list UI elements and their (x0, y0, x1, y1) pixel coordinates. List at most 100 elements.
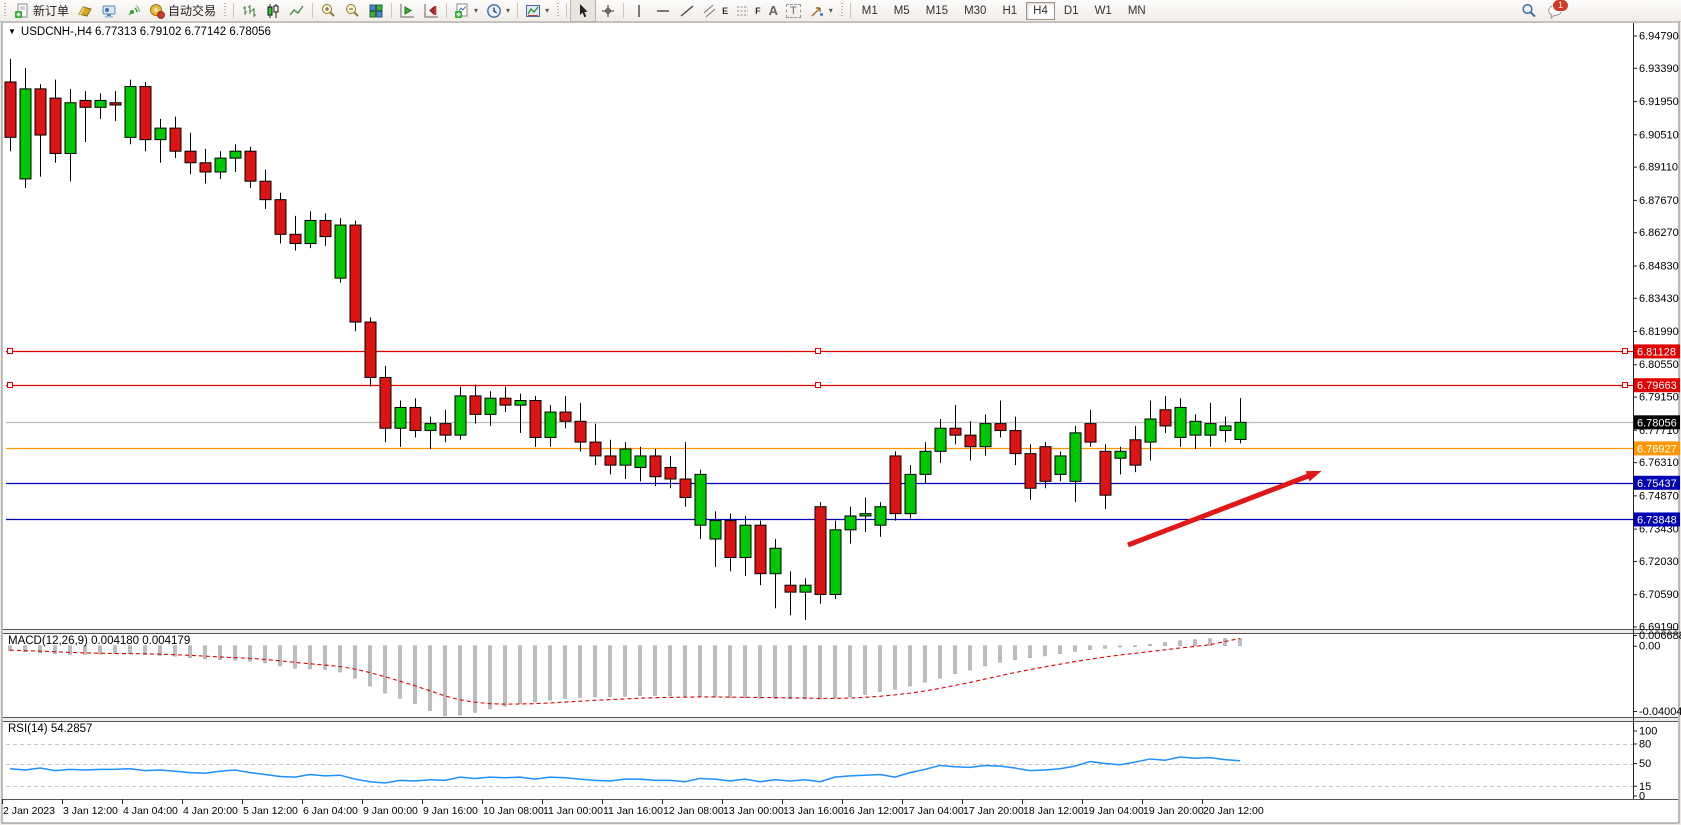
timeframe-M5[interactable]: M5 (893, 4, 910, 17)
tile-windows-button[interactable] (364, 0, 388, 21)
timeframe-M1[interactable]: M1 (861, 4, 878, 17)
rsi-axis-label: 15 (1639, 781, 1651, 793)
toolbar-grip[interactable] (555, 3, 562, 18)
macd-bar (8, 645, 12, 652)
chart-window[interactable]: 6.94790 6.93390 6.91950 6.90510 6.89110 6.876… (0, 21, 1681, 825)
trend-arrow-line[interactable] (1127, 470, 1317, 548)
autotrading-button[interactable]: 自动交易 (145, 0, 220, 21)
bar-chart-mode-button[interactable] (237, 0, 261, 21)
candle (709, 511, 722, 567)
tile-windows-icon (369, 4, 383, 17)
line-handle[interactable] (1622, 382, 1628, 388)
auto-scroll-button[interactable] (395, 0, 419, 21)
macd-bar (968, 645, 972, 671)
macd-panel-splitter[interactable] (3, 629, 1678, 633)
rsi-panel-splitter[interactable] (3, 717, 1678, 721)
macd-bar (338, 645, 342, 673)
timeframe-M15[interactable]: M15 (925, 4, 949, 17)
price-tag-resistance[interactable]: 6.81128 (1634, 344, 1680, 359)
crosshair-tool-button[interactable] (596, 0, 620, 21)
line-handle[interactable] (7, 382, 13, 388)
macd-bar (1238, 638, 1242, 646)
macd-bar (653, 645, 657, 696)
trend-arrow-head[interactable] (1305, 470, 1322, 482)
timeframe-H4[interactable]: H4 (1026, 1, 1055, 20)
macd-bar (218, 645, 222, 661)
signals-button[interactable] (121, 0, 145, 21)
price-axis-label: 6.79150 (1639, 392, 1679, 404)
macd-bar (323, 645, 327, 670)
candle (904, 465, 917, 519)
price-axis-label: 6.73430 (1639, 524, 1679, 536)
candle (1219, 416, 1232, 443)
timeframe-H1[interactable]: H1 (1002, 4, 1018, 17)
line-handle[interactable] (815, 382, 821, 388)
candlestick-mode-button[interactable] (261, 0, 285, 21)
time-axis-label: 11 Jan 16:00 (603, 805, 663, 817)
line-handle[interactable] (7, 348, 13, 354)
toolbar-grip[interactable] (2, 3, 8, 18)
macd-bar (1163, 642, 1167, 646)
candle (1144, 400, 1157, 461)
new-order-icon (15, 3, 28, 18)
macd-bar (578, 645, 582, 698)
macd-bar (128, 645, 132, 655)
text-tool-button[interactable]: A (765, 0, 782, 21)
zoom-in-button[interactable] (316, 0, 340, 21)
templates-button[interactable]: ▾ (521, 0, 553, 21)
macd-bar (413, 645, 417, 704)
horizontal-line-tool-button[interactable] (651, 0, 675, 21)
indicators-icon (455, 3, 468, 18)
arrows-tool-button[interactable]: ▾ (805, 0, 837, 21)
toolbar-grip[interactable] (222, 3, 229, 18)
market-depth-button[interactable] (73, 0, 97, 21)
signals-icon (128, 4, 141, 15)
candle (724, 513, 737, 572)
search-icon[interactable] (1521, 3, 1537, 19)
candle (1084, 409, 1097, 447)
vertical-line-tool-button[interactable] (627, 0, 651, 21)
candle (544, 405, 557, 447)
indicators-button[interactable]: ▾ (450, 0, 482, 21)
autotrading-label: 自动交易 (168, 4, 217, 18)
macd-bar (953, 645, 957, 675)
trendline-tool-button[interactable] (675, 0, 699, 21)
text-label-tool-button[interactable]: T (782, 0, 805, 21)
zoom-out-button[interactable] (340, 0, 364, 21)
price-tag-support[interactable]: 6.75437 (1634, 475, 1680, 490)
price-tag-resistance[interactable]: 6.79663 (1634, 378, 1680, 393)
price-tag-support[interactable]: 6.73848 (1634, 512, 1680, 527)
candle (1234, 398, 1247, 444)
macd-bar (173, 645, 177, 657)
price-axis-label: 6.90510 (1639, 129, 1679, 141)
fibonacci-tool-button[interactable]: F (732, 0, 765, 21)
auto-scroll-icon (400, 3, 415, 17)
macd-bar (263, 645, 267, 664)
macd-bar (203, 645, 207, 660)
timeframe-W1[interactable]: W1 (1094, 4, 1112, 17)
channel-letter: E (722, 5, 729, 16)
line-handle[interactable] (815, 348, 821, 354)
candle (844, 506, 857, 544)
new-order-button[interactable]: 新订单 (10, 0, 73, 21)
channel-tool-button[interactable]: E (699, 0, 732, 21)
periods-button[interactable]: ▾ (482, 0, 514, 21)
line-handle[interactable] (1622, 348, 1628, 354)
notifications-button[interactable]: 1 (1547, 0, 1569, 19)
timeframe-MN[interactable]: MN (1127, 4, 1146, 17)
terminal-button[interactable] (97, 0, 121, 21)
macd-bar (1208, 638, 1212, 646)
line-chart-mode-button[interactable] (285, 0, 309, 21)
macd-bar (293, 645, 297, 669)
cursor-tool-button[interactable] (570, 0, 597, 22)
macd-bar (893, 645, 897, 690)
timeframe-M30[interactable]: M30 (964, 4, 987, 17)
toolbar-grip[interactable] (838, 3, 845, 18)
price-tag-current-price[interactable]: 6.78056 (1634, 415, 1680, 430)
price-tag-level[interactable]: 6.76927 (1634, 441, 1680, 456)
timeframe-D1[interactable]: D1 (1063, 4, 1079, 17)
macd-bar (758, 645, 762, 699)
macd-bar (668, 645, 672, 696)
chart-shift-button[interactable] (419, 0, 443, 21)
price-chart[interactable]: 6.94790 6.93390 6.91950 6.90510 6.89110 6.876… (0, 21, 1681, 825)
